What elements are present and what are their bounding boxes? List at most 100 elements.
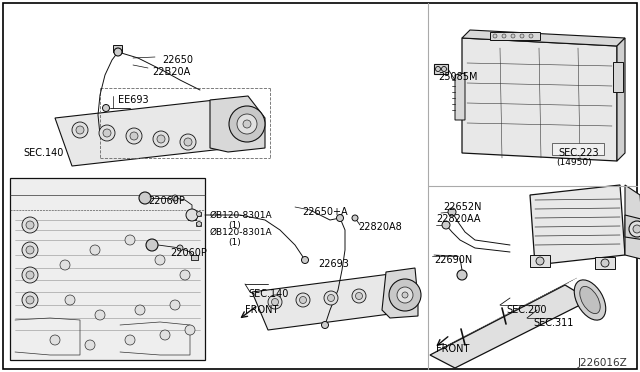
- Text: 22650: 22650: [162, 55, 193, 65]
- Circle shape: [243, 120, 251, 128]
- Circle shape: [139, 192, 151, 204]
- Text: (14950): (14950): [556, 158, 591, 167]
- Circle shape: [435, 67, 440, 71]
- Polygon shape: [210, 96, 265, 152]
- Text: 25085M: 25085M: [438, 72, 477, 82]
- Circle shape: [90, 245, 100, 255]
- Ellipse shape: [574, 280, 605, 320]
- Polygon shape: [462, 38, 617, 161]
- Polygon shape: [530, 185, 625, 265]
- Circle shape: [355, 292, 362, 299]
- Text: SEC.200: SEC.200: [506, 305, 547, 315]
- Circle shape: [65, 295, 75, 305]
- Bar: [196, 222, 201, 226]
- Circle shape: [296, 293, 310, 307]
- Polygon shape: [382, 268, 418, 318]
- Text: FRONT: FRONT: [245, 305, 278, 315]
- Circle shape: [237, 114, 257, 134]
- Circle shape: [352, 215, 358, 221]
- Text: SEC.140: SEC.140: [23, 148, 63, 158]
- Circle shape: [502, 34, 506, 38]
- Text: 22650+A: 22650+A: [302, 207, 348, 217]
- Circle shape: [301, 257, 308, 263]
- Text: ØB120-8301A: ØB120-8301A: [210, 228, 273, 237]
- Polygon shape: [462, 30, 625, 46]
- Polygon shape: [625, 215, 640, 240]
- Circle shape: [22, 292, 38, 308]
- Bar: [613, 62, 623, 92]
- Circle shape: [170, 300, 180, 310]
- Bar: [530, 255, 550, 267]
- Circle shape: [99, 125, 115, 141]
- Circle shape: [321, 321, 328, 328]
- Circle shape: [511, 34, 515, 38]
- Circle shape: [50, 335, 60, 345]
- Circle shape: [135, 305, 145, 315]
- Text: SEC.311: SEC.311: [533, 318, 573, 328]
- Circle shape: [26, 296, 34, 304]
- Circle shape: [60, 260, 70, 270]
- Bar: [490, 32, 540, 40]
- Circle shape: [26, 271, 34, 279]
- Circle shape: [153, 131, 169, 147]
- Circle shape: [26, 246, 34, 254]
- Circle shape: [397, 287, 413, 303]
- Text: 22820A8: 22820A8: [358, 222, 402, 232]
- Text: 22690N: 22690N: [434, 255, 472, 265]
- Text: EE693: EE693: [118, 95, 148, 105]
- Circle shape: [22, 267, 38, 283]
- Text: (1): (1): [228, 221, 241, 230]
- Circle shape: [229, 106, 265, 142]
- Polygon shape: [252, 274, 405, 330]
- Text: 22B20A: 22B20A: [152, 67, 190, 77]
- Text: SEC.140: SEC.140: [248, 289, 289, 299]
- Polygon shape: [55, 100, 232, 166]
- Circle shape: [26, 221, 34, 229]
- Circle shape: [352, 289, 366, 303]
- Circle shape: [448, 208, 456, 216]
- Bar: [434, 64, 448, 74]
- Circle shape: [536, 257, 544, 265]
- Circle shape: [103, 129, 111, 137]
- Bar: [113, 45, 122, 52]
- Circle shape: [442, 67, 447, 71]
- Text: 22820AA: 22820AA: [436, 214, 481, 224]
- Polygon shape: [10, 178, 205, 360]
- Circle shape: [337, 215, 344, 221]
- Text: J226016Z: J226016Z: [578, 358, 628, 368]
- Circle shape: [520, 34, 524, 38]
- Circle shape: [300, 296, 307, 304]
- Bar: [595, 257, 615, 269]
- Bar: [196, 212, 201, 216]
- Circle shape: [85, 340, 95, 350]
- Circle shape: [184, 138, 192, 146]
- Polygon shape: [617, 38, 625, 161]
- Text: 22060P: 22060P: [170, 248, 207, 258]
- Circle shape: [196, 221, 202, 227]
- Text: ØB120-8301A: ØB120-8301A: [210, 211, 273, 220]
- Circle shape: [180, 134, 196, 150]
- Circle shape: [271, 298, 278, 305]
- Polygon shape: [625, 185, 640, 260]
- Circle shape: [324, 291, 338, 305]
- Circle shape: [172, 195, 178, 201]
- Text: FRONT: FRONT: [436, 344, 469, 354]
- Circle shape: [402, 292, 408, 298]
- Text: (1): (1): [228, 238, 241, 247]
- Circle shape: [102, 105, 109, 112]
- Circle shape: [72, 122, 88, 138]
- Circle shape: [633, 225, 640, 233]
- Circle shape: [389, 279, 421, 311]
- Circle shape: [125, 235, 135, 245]
- Circle shape: [493, 34, 497, 38]
- Bar: [188, 215, 196, 220]
- Text: SEC.223: SEC.223: [558, 148, 598, 158]
- Circle shape: [126, 128, 142, 144]
- Circle shape: [146, 239, 158, 251]
- Circle shape: [186, 209, 198, 221]
- Text: 22693: 22693: [318, 259, 349, 269]
- Circle shape: [328, 295, 335, 301]
- Circle shape: [177, 245, 183, 251]
- Circle shape: [160, 330, 170, 340]
- Text: 22060P: 22060P: [148, 196, 185, 206]
